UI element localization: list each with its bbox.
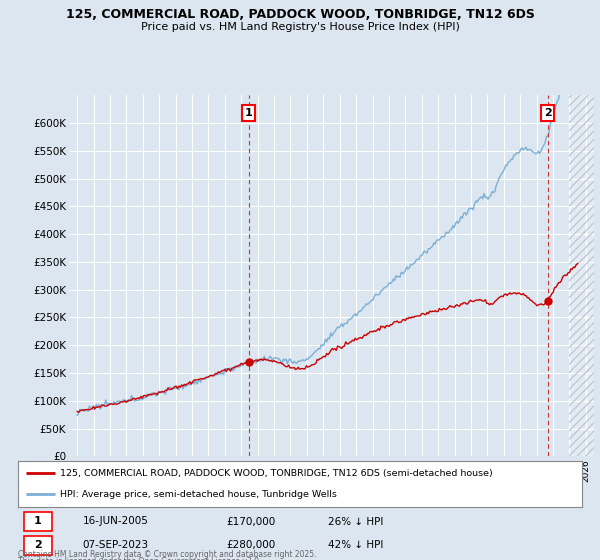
- Text: 1: 1: [245, 108, 253, 118]
- Text: HPI: Average price, semi-detached house, Tunbridge Wells: HPI: Average price, semi-detached house,…: [60, 490, 337, 499]
- Text: 07-SEP-2023: 07-SEP-2023: [83, 540, 149, 550]
- FancyBboxPatch shape: [23, 512, 52, 531]
- Text: 2: 2: [544, 108, 551, 118]
- Text: £170,000: £170,000: [227, 516, 276, 526]
- Text: Price paid vs. HM Land Registry's House Price Index (HPI): Price paid vs. HM Land Registry's House …: [140, 22, 460, 32]
- FancyBboxPatch shape: [23, 536, 52, 555]
- Text: 42% ↓ HPI: 42% ↓ HPI: [328, 540, 383, 550]
- Text: 1: 1: [34, 516, 41, 526]
- Text: 26% ↓ HPI: 26% ↓ HPI: [328, 516, 383, 526]
- Bar: [569, 95, 594, 456]
- Text: £280,000: £280,000: [227, 540, 276, 550]
- Bar: [569, 95, 594, 456]
- Text: Contains HM Land Registry data © Crown copyright and database right 2025.: Contains HM Land Registry data © Crown c…: [18, 550, 317, 559]
- Text: 2: 2: [34, 540, 41, 550]
- Text: 125, COMMERCIAL ROAD, PADDOCK WOOD, TONBRIDGE, TN12 6DS (semi-detached house): 125, COMMERCIAL ROAD, PADDOCK WOOD, TONB…: [60, 469, 493, 478]
- Text: 16-JUN-2005: 16-JUN-2005: [83, 516, 149, 526]
- Text: This data is licensed under the Open Government Licence v3.0.: This data is licensed under the Open Gov…: [18, 557, 262, 560]
- Text: 125, COMMERCIAL ROAD, PADDOCK WOOD, TONBRIDGE, TN12 6DS: 125, COMMERCIAL ROAD, PADDOCK WOOD, TONB…: [65, 8, 535, 21]
